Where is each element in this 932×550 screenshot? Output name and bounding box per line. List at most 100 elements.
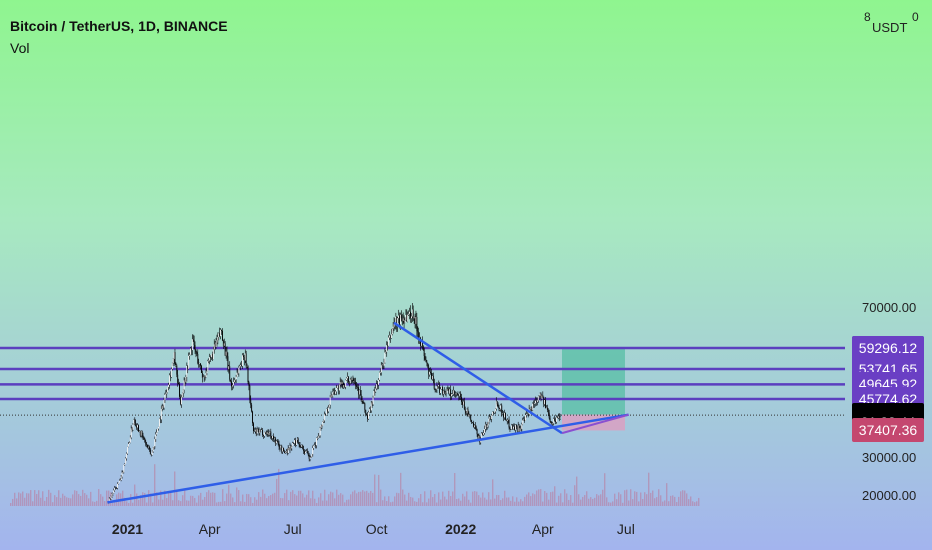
candle-body xyxy=(111,494,113,497)
candle-body xyxy=(350,379,352,381)
candle-body xyxy=(114,487,116,491)
candle-body xyxy=(261,430,263,431)
candle-body xyxy=(407,314,409,322)
volume-bar xyxy=(420,494,422,506)
candle-body xyxy=(457,394,459,396)
x-tick-label: Jul xyxy=(283,521,302,537)
target-zone[interactable] xyxy=(561,347,625,415)
volume-bar xyxy=(302,493,304,506)
candle-body xyxy=(345,380,347,387)
candle-body xyxy=(473,425,475,428)
candle-body xyxy=(235,376,237,380)
candle-body xyxy=(356,385,358,387)
candle-body xyxy=(524,419,526,421)
volume-bar xyxy=(444,496,446,506)
volume-bar xyxy=(344,502,346,506)
volume-bar xyxy=(142,492,144,506)
volume-bar xyxy=(518,501,520,506)
volume-bar xyxy=(628,500,630,506)
candle-body xyxy=(169,375,170,385)
candle-body xyxy=(211,354,213,360)
candle-body xyxy=(224,343,226,356)
volume-bar xyxy=(88,498,90,506)
candle-body xyxy=(543,396,545,405)
candle-body xyxy=(489,416,491,419)
volume-bar xyxy=(470,502,472,506)
candle-body xyxy=(180,397,182,405)
volume-bar xyxy=(186,500,188,506)
volume-bar xyxy=(150,493,152,506)
candle-body xyxy=(262,430,264,436)
volume-bar xyxy=(126,501,128,506)
candle-body xyxy=(325,414,327,415)
volume-bar xyxy=(230,493,232,506)
volume-bar xyxy=(76,490,78,506)
candle-body xyxy=(260,429,262,431)
volume-bar xyxy=(62,493,64,506)
candle-body xyxy=(278,443,280,447)
candle-body xyxy=(131,428,133,430)
candle-body xyxy=(287,447,289,454)
candle-body xyxy=(418,332,420,340)
candle-body xyxy=(523,419,525,421)
volume-bar xyxy=(532,493,534,506)
candle-body xyxy=(109,498,111,499)
candle-body xyxy=(189,354,191,356)
support-trendline[interactable] xyxy=(107,413,629,504)
volume-bar xyxy=(670,495,672,506)
candle-body xyxy=(547,409,549,413)
candle-body xyxy=(108,498,110,502)
volume-bar xyxy=(122,490,124,506)
candle-body xyxy=(122,472,124,473)
candle-body xyxy=(537,395,539,401)
volume-bar xyxy=(278,468,280,506)
candle-body xyxy=(118,480,120,483)
candle-body xyxy=(211,354,212,358)
candle-body xyxy=(506,420,508,421)
volume-bar xyxy=(610,502,612,506)
candle-body xyxy=(291,446,293,449)
candle-body xyxy=(268,432,270,435)
candle-body xyxy=(314,444,316,446)
candle-body xyxy=(444,392,446,394)
volume-bar xyxy=(12,498,14,506)
candle-body xyxy=(460,393,462,398)
candle-body xyxy=(556,417,557,422)
resistance-trendline[interactable] xyxy=(393,321,563,435)
candle-body xyxy=(512,425,514,429)
candle-body xyxy=(121,472,123,477)
projection-line[interactable] xyxy=(561,413,629,435)
volume-bar xyxy=(546,492,548,506)
volume-bar xyxy=(164,490,166,506)
candle-body xyxy=(353,381,355,383)
volume-bar xyxy=(538,489,540,506)
candle-body xyxy=(516,426,518,432)
candle-body xyxy=(329,397,331,405)
volume-bar xyxy=(298,490,300,506)
candle-body xyxy=(206,371,208,374)
volume-bar xyxy=(54,495,56,506)
candle-body xyxy=(319,427,321,436)
volume-bar xyxy=(620,494,622,506)
candle-body xyxy=(371,402,373,405)
candle-body xyxy=(507,419,509,421)
candle-body xyxy=(218,333,220,338)
candle-body xyxy=(197,353,199,364)
volume-bar xyxy=(152,502,154,506)
candle-body xyxy=(298,443,300,445)
volume-bar xyxy=(326,500,328,506)
volume-bar xyxy=(286,489,288,506)
unit-right-mark: 0 xyxy=(912,10,919,24)
unit-label: USDT xyxy=(872,20,908,35)
volume-bar xyxy=(30,490,32,506)
candle-body xyxy=(113,490,115,494)
volume-bar xyxy=(78,494,80,506)
volume-bar xyxy=(370,490,372,506)
volume-bar xyxy=(32,501,34,506)
volume-bar xyxy=(428,498,430,506)
candle-body xyxy=(471,420,473,423)
volume-bar xyxy=(552,491,554,506)
candle-body xyxy=(538,395,540,397)
volume-bar xyxy=(56,497,58,506)
